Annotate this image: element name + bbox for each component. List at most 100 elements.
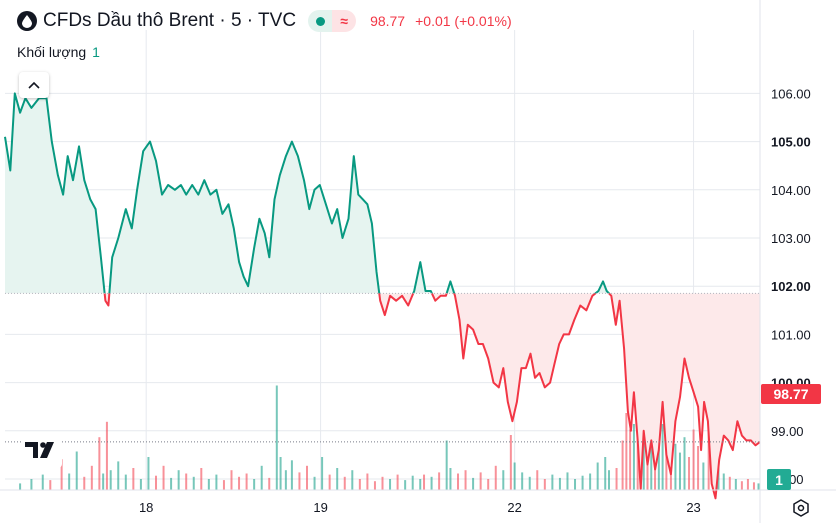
time-axis[interactable]: 18 19 22 23: [0, 489, 836, 515]
volume-bar: [98, 437, 101, 490]
volume-bar: [268, 477, 271, 490]
volume-bar: [366, 473, 369, 490]
x-tick-label: 22: [507, 500, 521, 515]
volume-bar: [650, 446, 653, 490]
volume-bar: [109, 470, 112, 490]
volume-bar: [674, 443, 677, 490]
market-status-pill[interactable]: ≈: [308, 10, 357, 32]
volume-bar: [543, 479, 546, 490]
volume-bar: [75, 451, 78, 490]
tradingview-logo-icon[interactable]: [22, 434, 62, 468]
volume-bar: [581, 475, 584, 490]
volume-bar: [155, 475, 157, 490]
volume-bar: [230, 470, 233, 490]
volume-bar: [621, 440, 624, 490]
last-price: 98.77: [370, 13, 406, 29]
volume-bar: [275, 385, 278, 490]
volume-bar: [692, 429, 695, 490]
volume-bar: [449, 468, 452, 490]
volume-bar: [551, 474, 554, 490]
volume-bar: [306, 465, 308, 490]
volume-bar: [60, 459, 63, 490]
volume-bar: [90, 465, 93, 490]
volume-bar: [589, 473, 592, 490]
volume-bar: [717, 465, 720, 490]
volume-bar: [457, 473, 459, 490]
settings-icon: [793, 499, 809, 517]
settings-button[interactable]: [789, 496, 813, 520]
volume-bar: [396, 474, 399, 490]
price-axis[interactable]: 106.00105.00104.00103.00102.00101.00100.…: [759, 0, 811, 523]
volume-bar: [19, 483, 22, 490]
y-tick-label: 106.00: [771, 86, 811, 101]
volume-bar: [657, 439, 660, 490]
volume-bar: [170, 477, 173, 490]
volume-bar: [336, 468, 339, 490]
volume-bar: [105, 421, 108, 490]
last-price-label: 98.77: [761, 384, 821, 404]
oil-drop-icon: [17, 11, 37, 31]
volume-bar: [313, 476, 316, 490]
volume-bar: [521, 472, 524, 490]
y-tick-label: 103.00: [771, 231, 811, 246]
collapse-legend-button[interactable]: [19, 72, 49, 98]
symbol-title[interactable]: CFDs Dầu thô Brent · 5 · TVC: [43, 10, 297, 31]
volume-bar: [279, 457, 282, 490]
y-tick-label: 101.00: [771, 327, 811, 342]
volume-bar: [298, 472, 301, 490]
y-tick-label: 105.00: [771, 135, 811, 150]
volume-bar: [574, 479, 577, 490]
volume-bar: [245, 473, 248, 490]
volume-bar: [697, 446, 700, 490]
area-above-baseline: [5, 93, 610, 294]
volume-bar: [381, 476, 384, 490]
volume-bars: [19, 385, 760, 490]
volume-bar: [238, 476, 241, 490]
volume-bar: [528, 476, 531, 490]
volume-bar: [464, 470, 467, 490]
volume-bar: [661, 424, 664, 490]
price-line: [4, 92, 761, 500]
y-tick-label: 97.00: [771, 520, 804, 523]
volume-bar: [132, 468, 135, 490]
volume-legend[interactable]: Khối lượng 1: [17, 44, 100, 60]
symbol-row[interactable]: CFDs Dầu thô Brent · 5 · TVC ≈ 98.77 +0.…: [17, 10, 512, 32]
volume-bar: [49, 480, 52, 490]
volume-bar: [200, 468, 203, 490]
volume-bar: [688, 457, 691, 490]
volume-bar: [604, 457, 607, 490]
volume-bar: [404, 480, 407, 490]
price-line-down: [103, 293, 761, 500]
volume-bar: [494, 465, 497, 490]
x-tick-label: 19: [313, 500, 327, 515]
volume-bar: [260, 465, 263, 490]
x-tick-label: 18: [139, 500, 153, 515]
volume-bar: [509, 435, 512, 490]
volume-bar: [558, 477, 561, 490]
volume-bar: [430, 476, 433, 490]
volume-bar: [683, 437, 686, 490]
volume-bar: [253, 479, 256, 490]
volume-bar: [642, 417, 645, 490]
volume-bar: [284, 470, 287, 490]
baseline-area: [5, 93, 760, 499]
volume-bar: [757, 483, 760, 490]
x-tick-label: 23: [686, 500, 700, 515]
volume-bar: [740, 481, 743, 490]
chart-legend: CFDs Dầu thô Brent · 5 · TVC ≈ 98.77 +0.…: [0, 0, 760, 60]
y-tick-label: 102.00: [771, 279, 811, 294]
volume-bar: [207, 479, 210, 490]
volume-bar: [513, 462, 516, 490]
y-tick-label: 104.00: [771, 183, 811, 198]
volume-bar: [68, 473, 71, 490]
volume-bar: [678, 452, 681, 490]
volume-bar: [124, 474, 127, 490]
volume-bar: [290, 460, 293, 490]
volume-bar: [596, 462, 599, 490]
volume-bar: [117, 461, 120, 490]
delayed-data-icon: ≈: [332, 10, 357, 32]
volume-bar: [102, 473, 105, 490]
volume-bar: [222, 480, 225, 490]
volume-bar: [351, 470, 354, 490]
